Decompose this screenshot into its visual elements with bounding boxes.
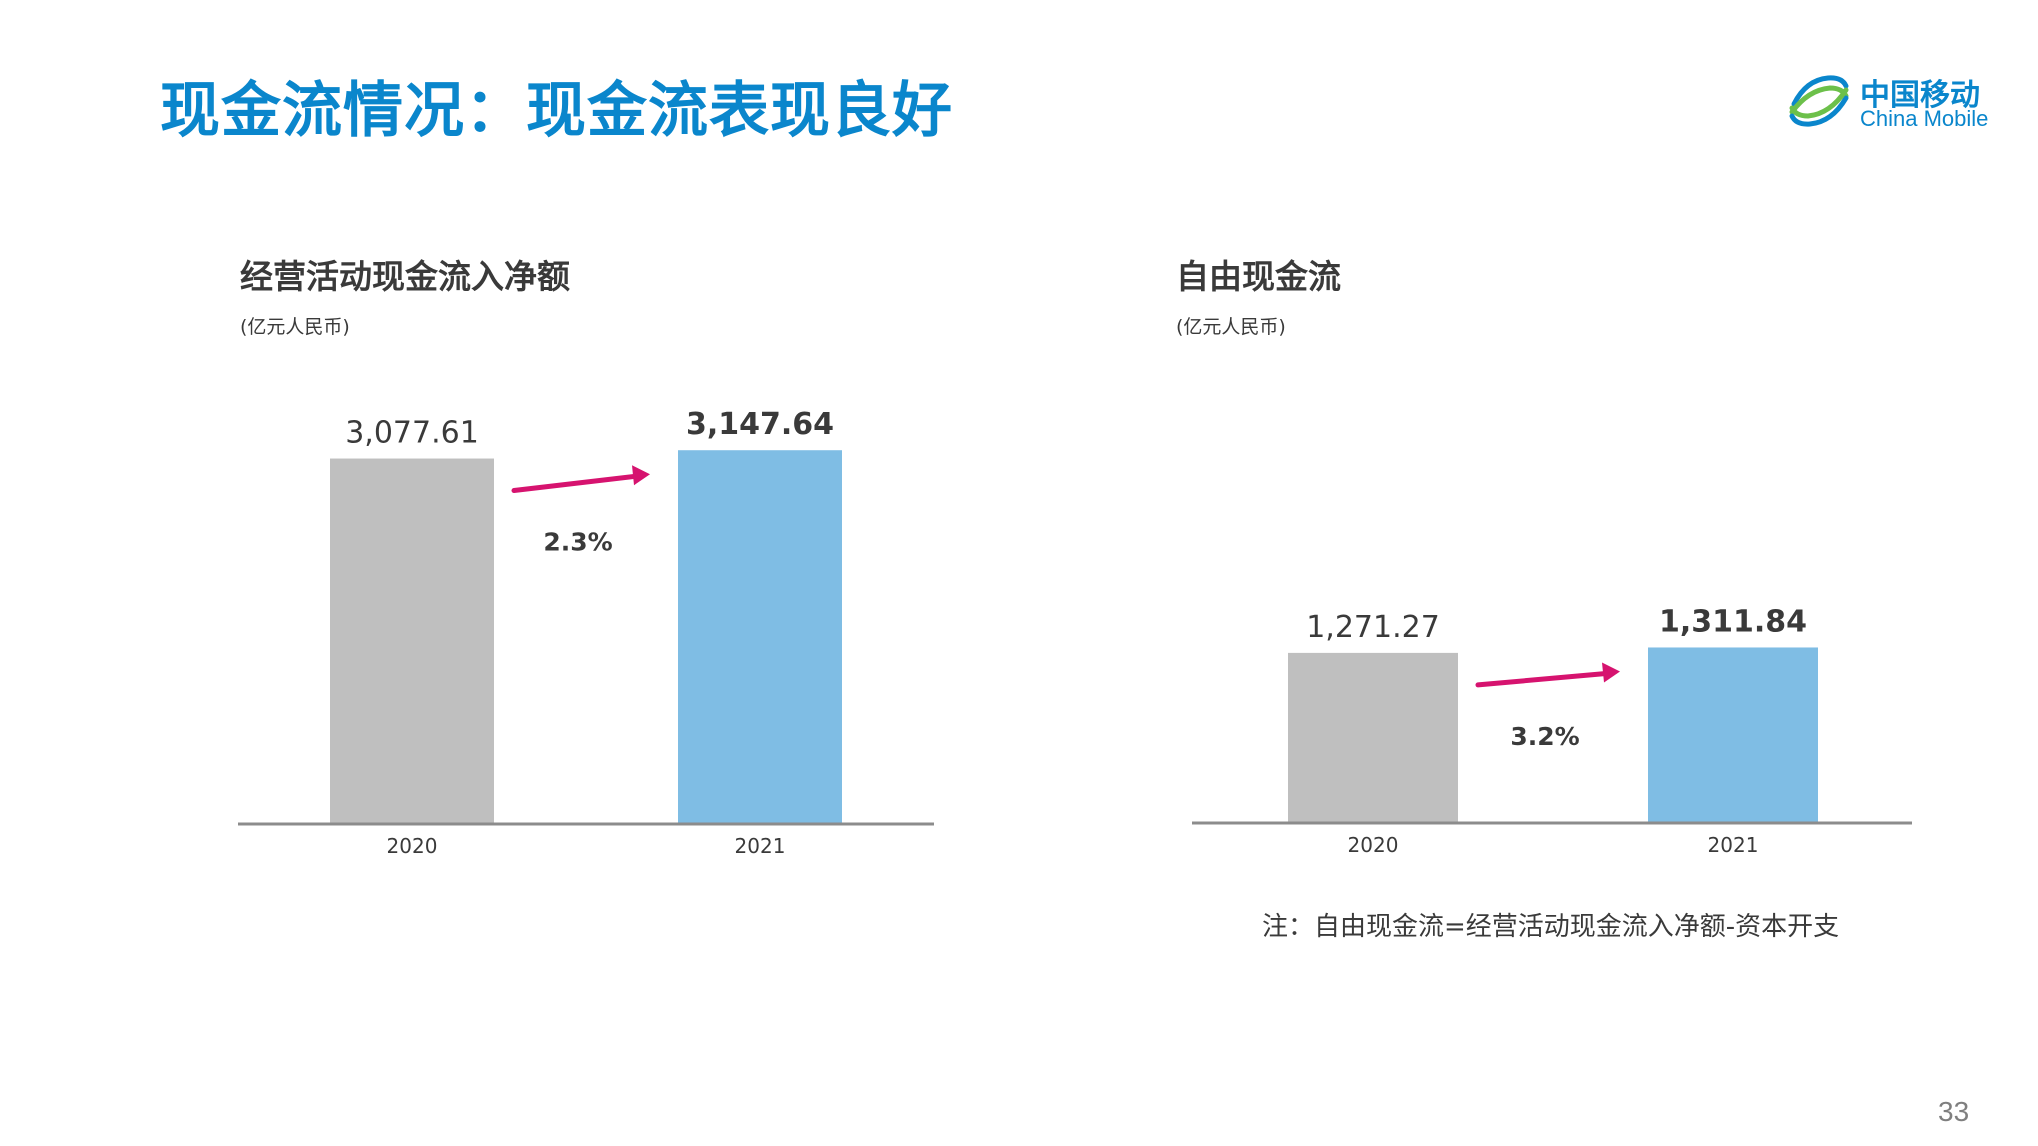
china-mobile-logo: 中国移动 China Mobile <box>1784 66 1994 138</box>
logo-text-cn: 中国移动 <box>1860 78 1980 113</box>
slide-title: 现金流情况：现金流表现良好 <box>160 76 953 146</box>
logo-text-en: China Mobile <box>1860 106 1989 131</box>
growth-arrow-icon <box>632 465 650 486</box>
chart-unit-operating-cash-flow: (亿元人民币) <box>240 316 350 338</box>
growth-arrow-line <box>511 473 639 494</box>
chart-title-operating-cash-flow: 经营活动现金流入净额 <box>240 257 570 296</box>
category-label-2020: 2020 <box>387 834 438 858</box>
growth-arrow-line <box>1475 670 1609 688</box>
footnote: 注：自由现金流=经营活动现金流入净额-资本开支 <box>1262 912 1840 942</box>
chart-title-free-cash-flow: 自由现金流 <box>1176 257 1341 296</box>
bar-2020 <box>330 458 494 824</box>
chart-unit-free-cash-flow: (亿元人民币) <box>1176 316 1286 338</box>
page-number: 33 <box>1938 1096 1970 1127</box>
growth-label: 3.2% <box>1510 722 1579 751</box>
china-mobile-logo-icon <box>1789 75 1849 127</box>
value-label-2020: 3,077.61 <box>345 416 479 451</box>
bar-2020 <box>1288 652 1458 823</box>
growth-arrow-icon <box>1602 662 1620 683</box>
bar-2021 <box>1648 647 1818 823</box>
category-label-2021: 2021 <box>735 834 786 858</box>
value-label-2021: 3,147.64 <box>686 407 834 442</box>
value-label-2020: 1,271.27 <box>1306 610 1440 645</box>
bar-2021 <box>678 450 842 824</box>
growth-label: 2.3% <box>543 528 612 557</box>
category-label-2020: 2020 <box>1348 833 1399 857</box>
category-label-2021: 2021 <box>1708 833 1759 857</box>
value-label-2021: 1,311.84 <box>1659 604 1807 639</box>
